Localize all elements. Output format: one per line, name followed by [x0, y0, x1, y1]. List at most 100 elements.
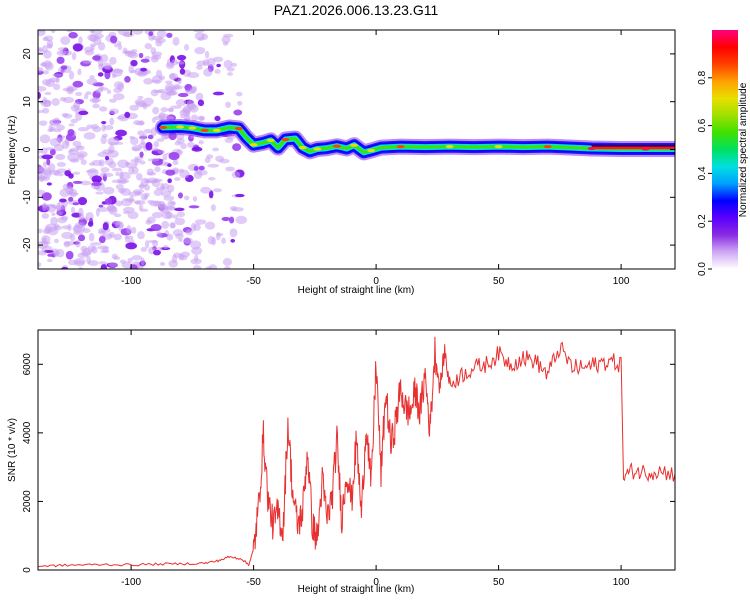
spectrogram-noise-blob: [183, 237, 193, 244]
spectrogram-noise-blob: [100, 263, 108, 269]
spectrogram-noise-blob: [159, 75, 166, 81]
spectrogram-noise-blob: [128, 64, 134, 74]
spectrogram-noise-blob: [130, 158, 142, 163]
spectrogram-noise-blob: [133, 120, 142, 126]
spectrogram-noise-blob: [122, 47, 128, 53]
colorbar-tick-label: 0.0: [697, 262, 708, 276]
spectrogram-noise-blob: [53, 117, 61, 126]
spectrogram-noise-blob: [226, 67, 235, 72]
spectrogram-noise-blob: [191, 114, 198, 122]
ridge-hotspot: [298, 145, 307, 150]
spectrogram-noise-blob: [38, 30, 46, 37]
spectrogram-noise-blob: [101, 149, 114, 155]
spectrogram-noise-blob: [113, 233, 122, 241]
spectrogram-noise-blob: [151, 116, 156, 124]
spectrogram-noise-blob: [153, 249, 161, 256]
spectrogram-noise-blob: [229, 228, 238, 238]
spectrogram-noise-blob: [203, 68, 213, 77]
spectrogram-noise-blob: [68, 192, 79, 196]
spectrogram-noise-blob: [193, 265, 202, 269]
spectrogram-noise-blob: [78, 212, 85, 221]
spectrogram-noise-blob: [60, 36, 71, 45]
spectrogram-noise-blob: [167, 178, 172, 184]
spectrogram-noise-blob: [77, 234, 86, 242]
spectrogram-noise-blob: [91, 246, 98, 254]
ridge-hotspot: [350, 143, 359, 147]
spectrogram-noise-blob: [193, 30, 205, 33]
spectrogram-noise-blob: [97, 72, 104, 77]
spectrogram-noise-blob: [147, 134, 154, 140]
spectrogram-noise-blob: [124, 33, 134, 37]
spectrogram-noise-blob: [159, 261, 166, 266]
spectrogram-noise-blob: [49, 137, 62, 147]
y-tick-label: 10: [22, 96, 33, 108]
spectrogram-noise-blob: [68, 31, 78, 39]
spectrogram-noise-blob: [176, 211, 186, 218]
spectrogram-noise-blob: [198, 165, 205, 171]
spectrogram-noise-blob: [86, 78, 98, 85]
spectrogram-noise-blob: [72, 140, 82, 147]
spectrogram-noise-blob: [177, 92, 189, 98]
spectrogram-noise-blob: [140, 246, 147, 253]
spectrogram-noise-blob: [98, 236, 106, 244]
snr-y-axis-label: SNR (10 * v/v): [7, 418, 18, 482]
spectrogram-noise-blob: [115, 184, 124, 190]
y-tick-label: 2000: [22, 490, 33, 513]
spectrogram-noise-blob: [163, 244, 169, 249]
spectrogram-noise-blob: [139, 151, 144, 158]
snr-panel: -100 -50 0 50 100 0 2000 4000 6000 Height of st…: [7, 329, 676, 595]
spectrogram-noise-blob: [197, 99, 205, 107]
spectrogram-noise-blob: [61, 112, 69, 118]
spectrogram-noise-blob: [38, 66, 44, 73]
spectrogram-noise-blob: [39, 134, 51, 144]
spectrogram-noise-blob: [89, 242, 102, 246]
spectrogram-noise-blob: [168, 259, 178, 268]
spectrogram-noise-blob: [60, 65, 68, 70]
spectrogram-noise-blob: [61, 140, 70, 149]
ridge-hotspot: [234, 126, 243, 131]
spectrogram-noise-blob: [112, 93, 125, 101]
snr-series-line: [38, 336, 675, 568]
spectrogram-noise-blob: [38, 228, 43, 234]
spectrogram-noise-blob: [50, 126, 57, 131]
spectrogram-noise-blob: [78, 153, 85, 161]
spectrogram-noise-blob: [38, 240, 49, 249]
spectrogram-x-ticks: -100 -50 0 50 100: [121, 30, 630, 287]
spectrogram-noise-blob: [129, 264, 138, 269]
spectrogram-noise-blob: [205, 266, 213, 269]
spectrogram-noise-blob: [123, 211, 130, 215]
spectrogram-noise-blob: [70, 104, 80, 112]
spectrogram-noise-blob: [170, 105, 182, 109]
spectrogram-noise-blob: [156, 231, 163, 238]
spectrogram-noise-blob: [55, 153, 66, 161]
spectrogram-noise-blob: [38, 47, 43, 52]
spectrogram-noise-blob: [118, 179, 130, 184]
spectrogram-noise-blob: [89, 75, 95, 80]
spectrogram-noise-blob: [232, 143, 242, 152]
spectrogram-noise-blob: [147, 239, 158, 244]
spectrogram-noise-blob: [165, 169, 176, 176]
spectrogram-noise-blob: [145, 219, 152, 225]
spectrogram-noise-blob: [107, 137, 120, 146]
spectrogram-noise-blob: [173, 252, 182, 258]
spectrogram-noise-blob: [48, 169, 61, 175]
spectrogram-noise-blob: [138, 204, 144, 211]
ridge-hotspot: [249, 143, 258, 147]
spectrogram-noise-blob: [110, 35, 118, 44]
spectrogram-noise-blob: [167, 107, 174, 112]
spectrogram-noise-blob: [174, 217, 186, 226]
spectrogram-noise-blob: [212, 147, 220, 152]
spectrogram-noise-blob: [204, 221, 216, 230]
spectrogram-noise-blob: [160, 107, 169, 113]
spectrogram-noise-blob: [108, 262, 118, 268]
spectrogram-noise-blob: [222, 41, 229, 46]
spectrogram-noise-blob: [169, 201, 176, 205]
spectrogram-noise-blob: [156, 138, 165, 142]
spectrogram-noise-blob: [101, 123, 106, 132]
spectrogram-noise-blob: [64, 170, 72, 177]
spectrogram-noise-blob: [91, 182, 102, 187]
spectrogram-noise-blob: [221, 237, 226, 245]
spectrogram-noise-blob: [137, 130, 145, 136]
spectrogram-noise-blob: [115, 171, 120, 177]
